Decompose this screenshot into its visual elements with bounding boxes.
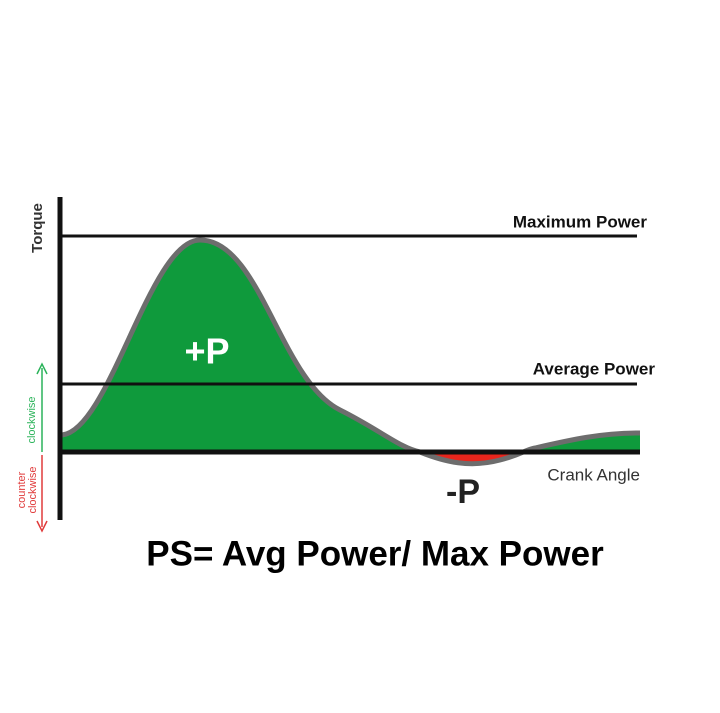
positive-area-tail	[535, 433, 640, 452]
y-axis-label: Torque	[29, 203, 46, 253]
counter-clockwise-label: clockwise	[27, 466, 39, 513]
avg-power-label: Average Power	[533, 359, 656, 378]
positive-label: +P	[184, 331, 229, 372]
clockwise-arrowhead	[36, 362, 48, 375]
formula: PS= Avg Power/ Max Power	[146, 534, 604, 573]
counter-clockwise-label: counter	[16, 471, 28, 508]
x-axis-label: Crank Angle	[547, 465, 640, 484]
clockwise-label: clockwise	[26, 396, 38, 443]
torque-curve	[61, 237, 641, 467]
counter-clockwise-arrowhead	[36, 520, 48, 533]
max-power-label: Maximum Power	[513, 212, 648, 231]
negative-label: -P	[446, 473, 480, 511]
